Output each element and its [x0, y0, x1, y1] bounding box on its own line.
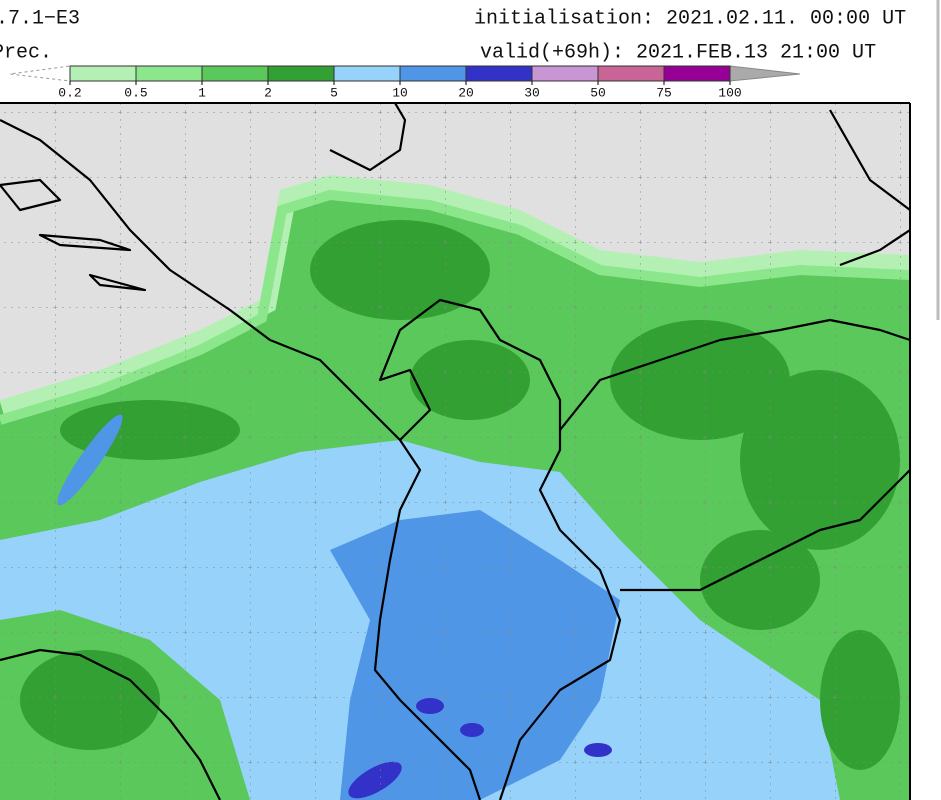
model-label: .7.1−E3 — [0, 7, 80, 30]
map-area — [0, 103, 910, 800]
legend-low-arrow — [9, 65, 71, 82]
valid-label: valid(+69h): 2021.FEB.13 21:00 UT — [480, 41, 876, 64]
coastlines-borders — [0, 103, 910, 800]
legend-color-band — [399, 65, 467, 82]
legend-tick-label: 0.5 — [124, 85, 147, 100]
legend: 0.2 0.5 1 2 5 10 20 30 50 75 100 — [58, 65, 742, 100]
legend-color-band — [267, 65, 335, 82]
legend-tick-label: 20 — [458, 85, 474, 100]
legend-high-arrow — [729, 65, 801, 82]
legend-color-band — [597, 65, 665, 82]
legend-color-band — [465, 65, 533, 82]
legend-tick-label: 10 — [392, 85, 408, 100]
legend-tick-label: 0.2 — [58, 85, 81, 100]
legend-color-band — [201, 65, 269, 82]
legend-tick-label: 100 — [718, 85, 741, 100]
legend-tick-label: 75 — [656, 85, 672, 100]
legend-tick-label: 1 — [198, 85, 206, 100]
legend-color-band — [663, 65, 731, 82]
legend-color-band — [69, 65, 137, 82]
legend-tick-label: 50 — [590, 85, 606, 100]
legend-tick-label: 5 — [330, 85, 338, 100]
legend-color-band — [333, 65, 401, 82]
variable-label: Prec. — [0, 41, 52, 64]
legend-tick-label: 30 — [524, 85, 540, 100]
legend-color-band — [531, 65, 599, 82]
grid — [0, 103, 910, 800]
initialisation-label: initialisation: 2021.02.11. 00:00 UT — [474, 7, 906, 30]
legend-tick-label: 2 — [264, 85, 272, 100]
legend-color-band — [135, 65, 203, 82]
